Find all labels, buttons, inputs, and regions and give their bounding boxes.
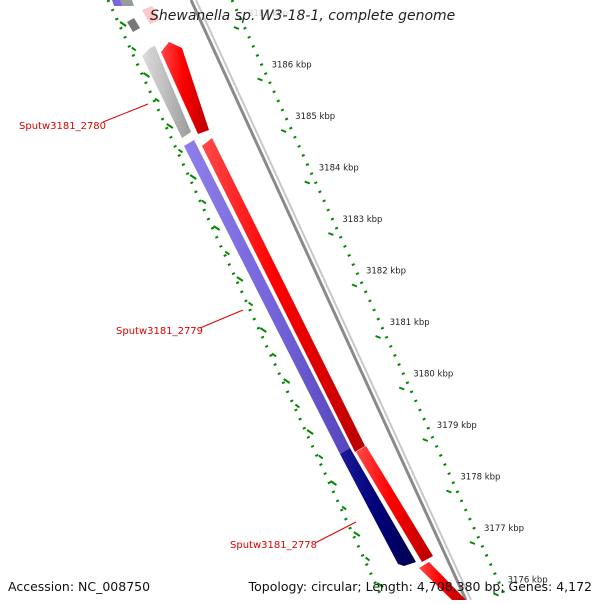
inner-tick-12 <box>259 327 267 333</box>
genome-summary-text: Topology: circular; Length: 4,708,380 bp… <box>248 579 592 594</box>
scale-label-4: 3183 kbp <box>342 215 382 225</box>
inner-tick-21 <box>364 556 371 562</box>
inner-tick-5 <box>177 148 184 154</box>
map-title: Shewanella sp. W3-18-1, complete genome <box>150 8 456 24</box>
inner-tick-15 <box>294 403 300 409</box>
inner-tick-9 <box>224 250 230 256</box>
scale-tick-5 <box>351 283 358 288</box>
inner-tick-22 <box>376 582 384 588</box>
forward-cds-track <box>142 6 466 600</box>
inner-tick-6 <box>189 174 197 180</box>
scale-labels: 3187 kbp 3186 kbp 3185 kbp 3184 kbp 3183 kbp… <box>233 9 548 597</box>
inner-tick-20 <box>353 531 361 537</box>
gene-label-sputw3181-2778[interactable]: Sputw3181_2778 <box>230 540 317 551</box>
gene-labels: Sputw3181_2780 Sputw3181_2779 Sputw3181_… <box>19 103 357 551</box>
inner-tick-4 <box>166 123 174 129</box>
cds-forward-bottom[interactable] <box>419 562 466 600</box>
genome-backbone <box>189 0 472 601</box>
scale-tick-2 <box>280 129 287 133</box>
gene-reverse-gray[interactable] <box>142 46 191 138</box>
scale-label-11: 3176 kbp <box>508 576 548 586</box>
scale-tick-0 <box>233 26 240 30</box>
scale-label-7: 3180 kbp <box>413 370 453 380</box>
scale-label-2: 3185 kbp <box>295 112 335 122</box>
scale-label-1: 3186 kbp <box>272 61 312 71</box>
inner-tick-18 <box>329 480 338 486</box>
inner-tick-0 <box>119 21 127 27</box>
cds-forward-main[interactable] <box>202 138 365 452</box>
gene-label-sputw3181-2780[interactable]: Sputw3181_2780 <box>19 121 106 132</box>
gene-reverse-gray-small[interactable] <box>118 0 134 6</box>
gene-reverse-navy[interactable] <box>340 448 416 566</box>
scale-tick-6 <box>375 335 381 339</box>
inner-tick-13 <box>271 352 277 358</box>
cds-forward-top[interactable] <box>161 42 209 134</box>
inner-tick-2 <box>142 72 151 78</box>
reverse-gene-track <box>112 0 416 566</box>
inner-tick-16 <box>306 429 314 435</box>
scale-tick-10 <box>469 541 476 545</box>
scale-tick-8 <box>422 438 429 442</box>
gene-reverse-gray-top[interactable] <box>127 18 140 32</box>
accession-text: Accession: NC_008750 <box>8 579 151 594</box>
inner-tick-11 <box>248 301 254 307</box>
scale-label-0: 3187 kbp <box>248 9 288 19</box>
inner-tick-14 <box>283 378 291 384</box>
scale-label-3: 3184 kbp <box>319 164 359 174</box>
scale-tick-7 <box>398 386 405 391</box>
cds-forward-small[interactable] <box>142 6 160 24</box>
scale-tick-11 <box>493 592 499 597</box>
scale-tick-3 <box>304 180 311 185</box>
scale-track <box>106 0 509 601</box>
inner-tick-3 <box>154 97 160 103</box>
inner-tick-17 <box>318 454 324 460</box>
inner-tick-8 <box>213 225 221 231</box>
gene-reverse-purple-top[interactable] <box>112 0 122 6</box>
scale-label-8: 3179 kbp <box>437 421 477 431</box>
scale-tick-4 <box>328 232 334 236</box>
inner-tick-10 <box>236 276 244 282</box>
scale-label-10: 3177 kbp <box>484 524 524 534</box>
scale-label-5: 3182 kbp <box>366 267 406 277</box>
inner-tick-marks <box>119 21 384 588</box>
scale-label-9: 3178 kbp <box>460 473 500 483</box>
inner-tick-1 <box>131 46 137 52</box>
inner-tick-19 <box>341 505 347 511</box>
scale-label-6: 3181 kbp <box>390 318 430 328</box>
gene-label-sputw3181-2779[interactable]: Sputw3181_2779 <box>116 326 203 337</box>
scale-tick-1 <box>257 77 263 82</box>
gene-reverse-purple[interactable] <box>184 140 350 454</box>
cds-forward-lower[interactable] <box>356 446 433 562</box>
inner-tick-7 <box>201 199 207 205</box>
scale-tick-9 <box>446 489 452 494</box>
